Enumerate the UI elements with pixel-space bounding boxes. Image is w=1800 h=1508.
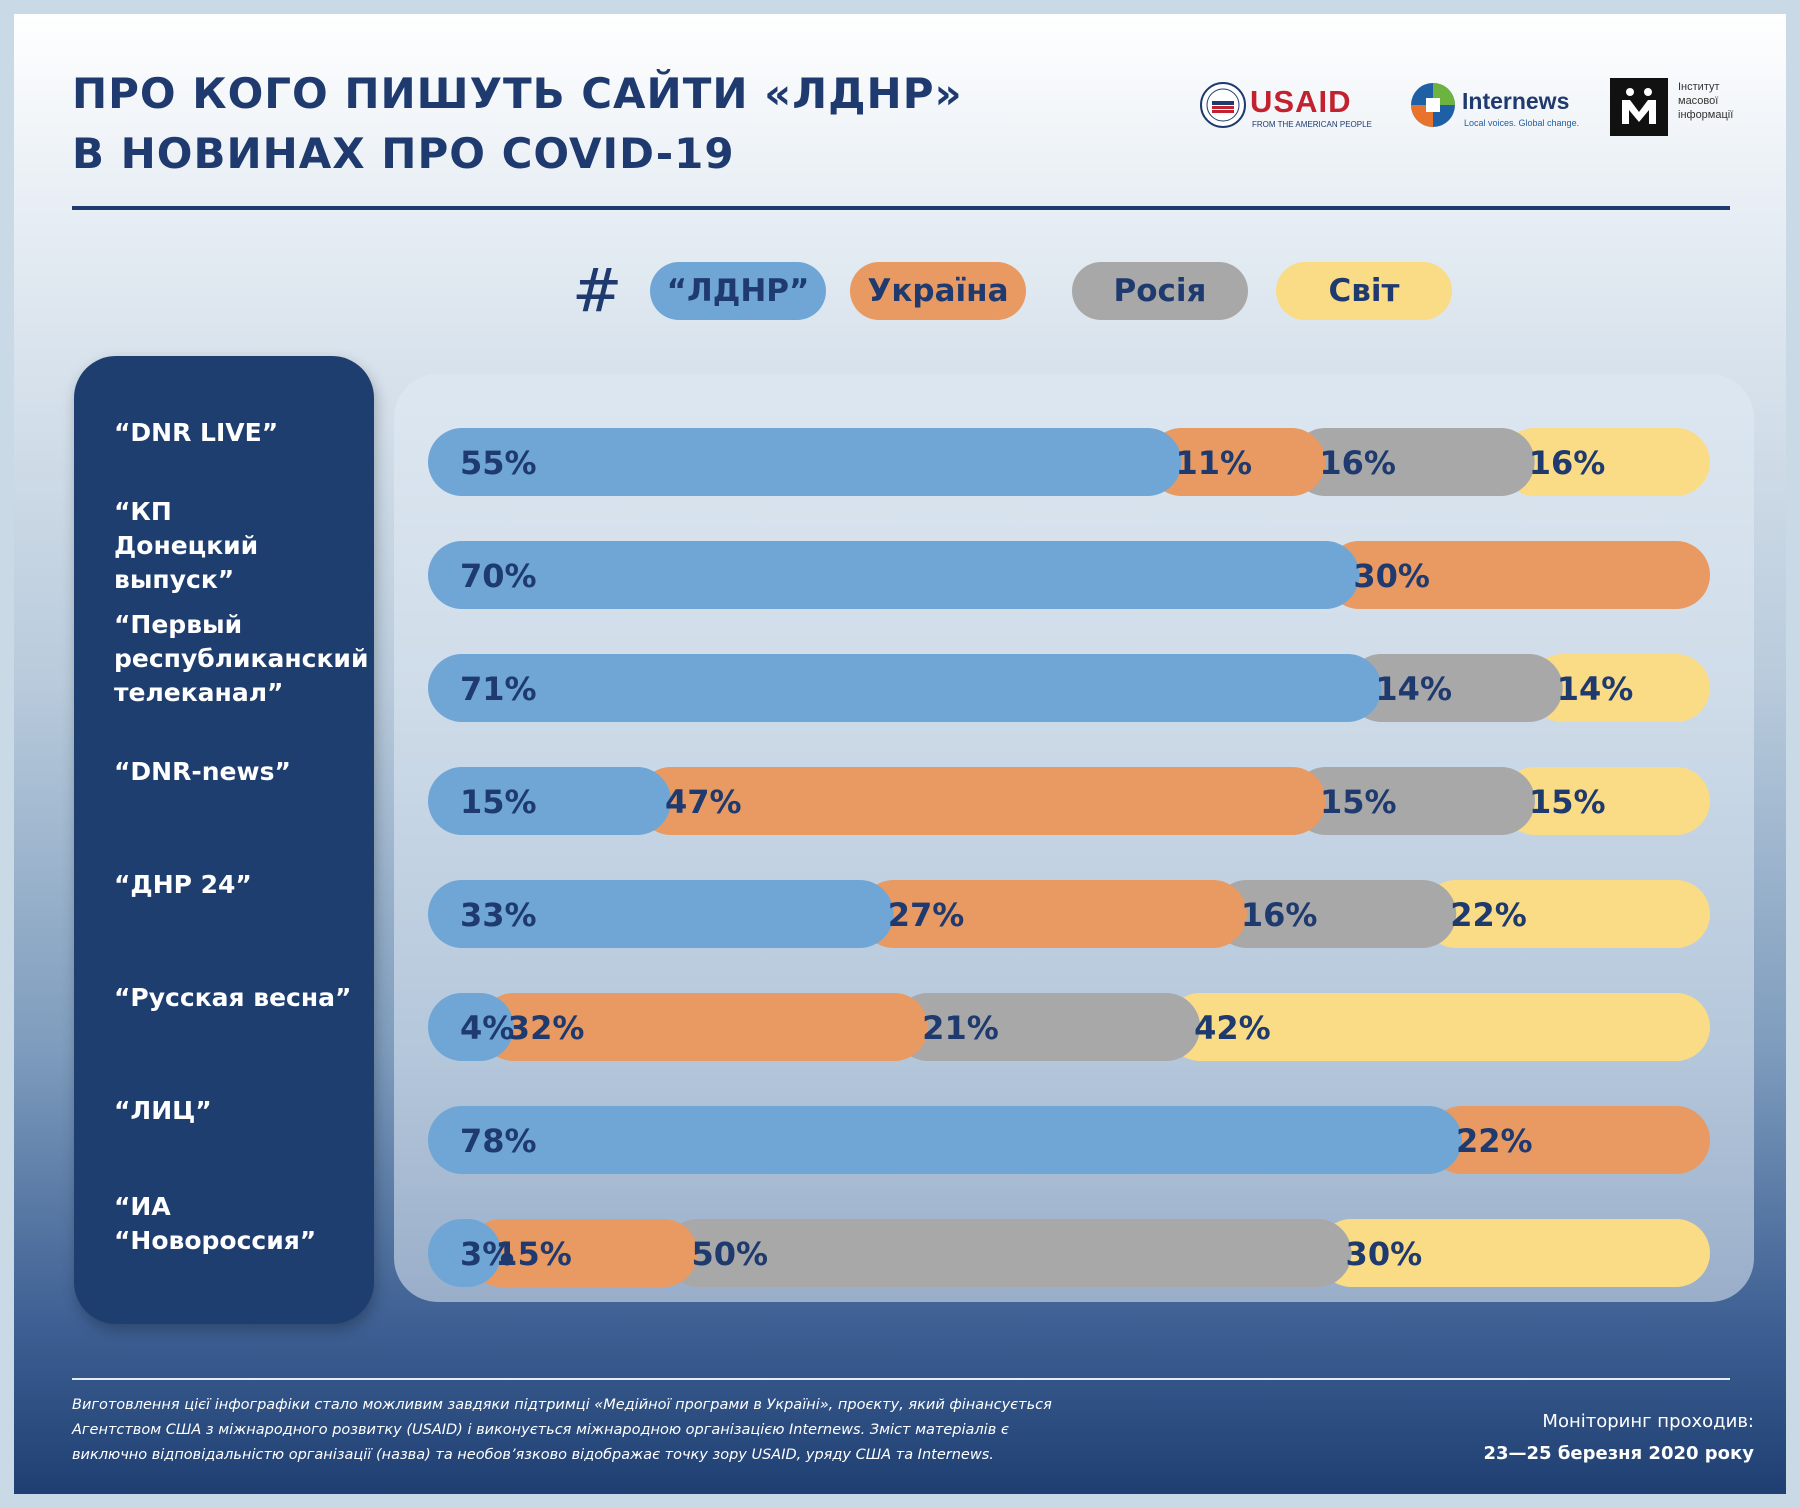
row-label-kp-donetsk: “КП Донецкий выпуск” — [114, 497, 259, 594]
bar-value-label: 14% — [1375, 670, 1452, 708]
row-label-dnr-live: “DNR LIVE” — [114, 418, 279, 447]
bar-value-label: 15% — [1320, 783, 1397, 821]
bar-segment — [1291, 428, 1535, 496]
bar-value-label: 16% — [1241, 896, 1318, 934]
imi-line-2: масової — [1678, 95, 1719, 107]
monitoring-dates: 23—25 березня 2020 року — [1483, 1443, 1754, 1464]
bar-segment — [859, 880, 1247, 948]
bar-segment — [428, 767, 672, 835]
bar-segment — [1291, 767, 1535, 835]
bar-segment — [1212, 880, 1457, 948]
bar-segment — [663, 1219, 1352, 1287]
usaid-wordmark: USAID — [1250, 84, 1352, 119]
bar-value-label: 42% — [1194, 1009, 1271, 1047]
page-title: ПРО КОГО ПИШУТЬ САЙТИ «ЛДНР» В НОВИНАХ П… — [72, 64, 963, 184]
bar-value-label: 30% — [1346, 1235, 1423, 1273]
bar-value-label: 14% — [1557, 670, 1634, 708]
bar-segment — [637, 767, 1326, 835]
bar-segment — [1422, 880, 1710, 948]
bar-value-label: 16% — [1319, 444, 1396, 482]
bar-value-label: 15% — [1529, 783, 1606, 821]
bar-value-label: 71% — [460, 670, 537, 708]
bar-segment — [1166, 993, 1710, 1061]
bar-value-label: 3% — [460, 1235, 514, 1273]
bar-value-label: 15% — [495, 1235, 572, 1273]
legend-item-russia: Росія — [1072, 262, 1248, 320]
bar-value-label: 11% — [1175, 444, 1252, 482]
bar-segment — [428, 1219, 502, 1287]
bar-segment — [428, 993, 514, 1061]
bar-value-label: 22% — [1456, 1122, 1533, 1160]
bar-value-label: 21% — [922, 1009, 999, 1047]
bar-value-label: 27% — [888, 896, 965, 934]
footer-divider — [72, 1378, 1730, 1380]
funding-disclaimer: Виготовлення цієї інфографіки стало можл… — [72, 1393, 1072, 1468]
chart-legend: # “ЛДНР” Україна Росія Світ — [14, 256, 1786, 326]
bar-segment — [479, 993, 929, 1061]
bar-value-label: 16% — [1529, 444, 1606, 482]
bar-value-label: 22% — [1450, 896, 1527, 934]
bar-segment — [428, 1106, 1462, 1174]
imi-wordmark: Інститут масової інформації — [1678, 80, 1768, 122]
chart-panel: 55% 11% 16% 16% 70% 30% 71% 14% 14% 15% 47% 15% 15% 3… — [394, 374, 1754, 1302]
disclaimer-line-3: виключно відповідальністю організації (н… — [72, 1447, 994, 1463]
title-line-1: ПРО КОГО ПИШУТЬ САЙТИ «ЛДНР» — [72, 69, 963, 118]
infographic: ПРО КОГО ПИШУТЬ САЙТИ «ЛДНР» В НОВИНАХ П… — [14, 14, 1786, 1494]
usaid-tagline: FROM THE AMERICAN PEOPLE — [1252, 120, 1372, 129]
bar-segment — [1528, 654, 1710, 722]
disclaimer-line-1: Виготовлення цієї інфографіки стало можл… — [72, 1397, 1052, 1413]
bar-value-label: 78% — [460, 1122, 537, 1160]
monitoring-period: Моніторинг проходив: 23—25 березня 2020 … — [1314, 1406, 1754, 1470]
bar-segment — [428, 541, 1360, 609]
bar-value-label: 55% — [460, 444, 537, 482]
bar-value-label: 50% — [691, 1235, 768, 1273]
row-label-lits: “ЛИЦ” — [114, 1096, 212, 1125]
row-label-russkaya-vesna: “Русская весна” — [114, 983, 352, 1012]
bar-value-label: 4% — [460, 1009, 514, 1047]
bar-segment — [1147, 428, 1326, 496]
bar-segment — [467, 1219, 698, 1287]
bar-segment — [428, 654, 1382, 722]
hashtag-symbol: # — [572, 256, 623, 326]
bar-segment — [894, 993, 1201, 1061]
bar-segment — [1325, 541, 1710, 609]
bar-segment — [1500, 428, 1710, 496]
bar-segment — [428, 428, 1182, 496]
row-label-dnr-news: “DNR-news” — [114, 757, 291, 786]
imi-m-icon — [1610, 78, 1668, 136]
row-label-pervyi-respublikanskii: “Первый республиканский телеканал” — [114, 610, 369, 707]
disclaimer-line-2: Агентством США з міжнародного розвитку (… — [72, 1422, 1009, 1438]
stacked-bar-chart: 55% 11% 16% 16%70% 30%71% 14% 14%15% 47% 15% 15%3… — [428, 428, 1710, 1287]
internews-wordmark: Internews — [1462, 88, 1570, 114]
legend-item-world: Світ — [1276, 262, 1452, 320]
bar-segment — [1500, 767, 1710, 835]
bar-value-label: 15% — [460, 783, 537, 821]
internews-globe-icon — [1411, 83, 1455, 127]
header-divider — [72, 206, 1730, 210]
imi-line-1: Інститут — [1678, 81, 1720, 93]
bar-segment — [1427, 1106, 1710, 1174]
bar-segment — [1347, 654, 1563, 722]
row-label-dnr-24: “ДНР 24” — [114, 870, 252, 899]
internews-tagline: Local voices. Global change. — [1464, 118, 1580, 128]
partner-logos: USAID FROM THE AMERICAN PEOPLE Internews… — [1184, 78, 1744, 158]
usaid-seal-icon — [1200, 82, 1246, 128]
bar-value-label: 47% — [665, 783, 742, 821]
row-label-ia-novorossiya: “ИА “Новороссия” — [114, 1192, 317, 1255]
legend-item-ldnr: “ЛДНР” — [650, 262, 826, 320]
title-line-2: В НОВИНАХ ПРО COVID-19 — [72, 129, 735, 178]
imi-line-3: інформації — [1678, 109, 1734, 121]
bar-segment — [428, 880, 894, 948]
bar-segment — [1317, 1219, 1710, 1287]
legend-item-ukraine: Україна — [850, 262, 1026, 320]
bar-value-label: 32% — [508, 1009, 585, 1047]
bar-value-label: 70% — [460, 557, 537, 595]
source-labels-panel: “DNR LIVE” “КП Донецкий выпуск” “Первый … — [74, 356, 374, 1324]
monitoring-label: Моніторинг проходив: — [1542, 1411, 1754, 1432]
bar-value-label: 30% — [1353, 557, 1430, 595]
bar-value-label: 33% — [460, 896, 537, 934]
